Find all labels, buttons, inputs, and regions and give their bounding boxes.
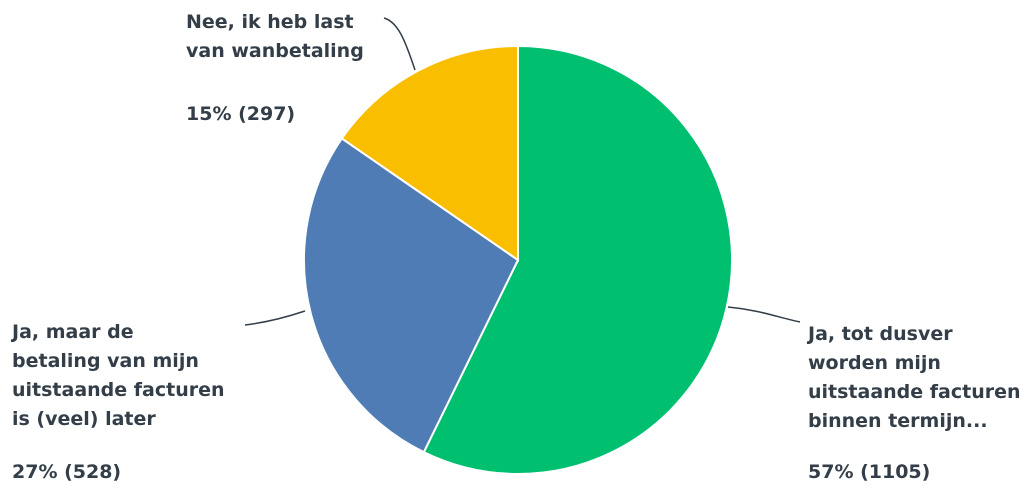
slice-on-time bbox=[422, 44, 733, 475]
slice-value-late: 27% (528) bbox=[12, 461, 122, 483]
slice-value-on-time: 57% (1105) bbox=[808, 461, 931, 483]
slice-default bbox=[340, 44, 519, 262]
leader-lines bbox=[244, 17, 801, 326]
slice-label-default: Nee, ik heb last van wanbetaling bbox=[186, 11, 364, 62]
leader-line-default bbox=[383, 17, 416, 71]
pie-slices bbox=[303, 44, 733, 475]
slice-label-on-time: Ja, tot dusver worden mijn uitstaande fa… bbox=[808, 323, 1021, 432]
slice-value-default: 15% (297) bbox=[186, 103, 296, 125]
leader-line-on-time bbox=[727, 306, 801, 323]
slice-label-late: Ja, maar de betaling van mijn uitstaande… bbox=[12, 321, 225, 430]
leader-line-late bbox=[244, 310, 306, 326]
slice-late bbox=[303, 137, 520, 454]
